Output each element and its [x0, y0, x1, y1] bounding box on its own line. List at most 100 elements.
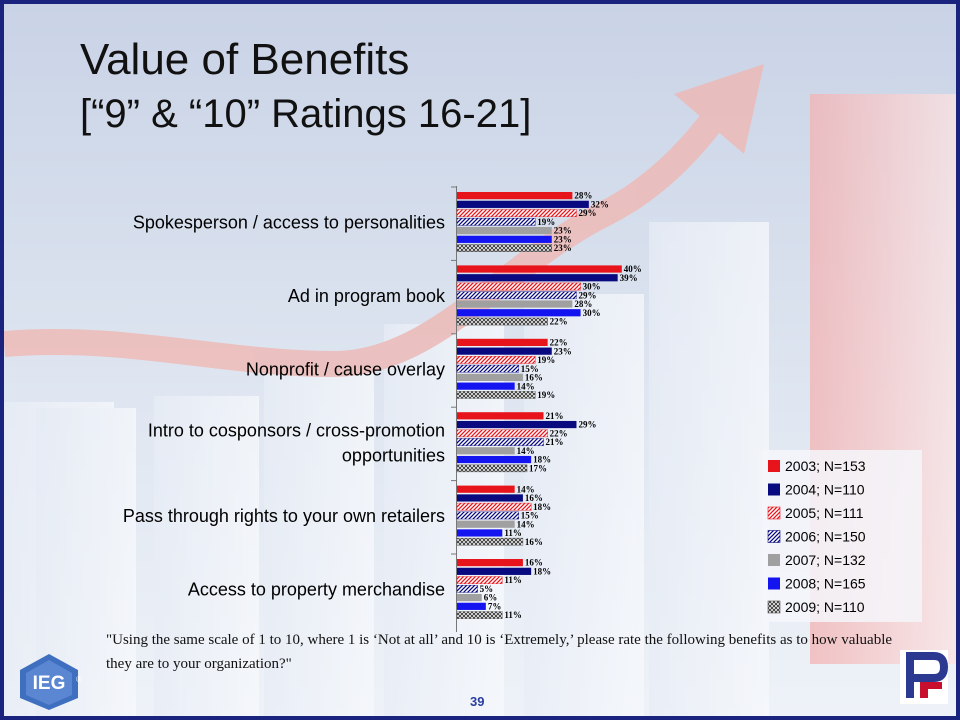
data-label: 23%	[554, 346, 572, 356]
bar	[456, 282, 581, 291]
bar	[457, 412, 544, 420]
slide-title: Value of Benefits	[80, 35, 410, 84]
bar	[457, 520, 515, 528]
ieg-logo-mark: ®	[76, 675, 82, 684]
data-label: 14%	[517, 484, 535, 494]
data-label: 15%	[521, 364, 539, 374]
legend-label: 2003; N=153	[785, 458, 866, 474]
data-label: 18%	[533, 502, 551, 512]
data-label: 17%	[529, 463, 547, 473]
bar	[456, 537, 524, 546]
legend-swatch	[768, 577, 780, 590]
legend-swatch	[768, 460, 780, 472]
data-label: 19%	[537, 217, 555, 227]
data-label: 14%	[517, 446, 535, 456]
bar	[457, 529, 503, 537]
data-label: 19%	[537, 355, 555, 365]
bar	[457, 373, 523, 381]
bar	[457, 347, 552, 355]
bar	[456, 209, 577, 217]
data-label: 40%	[624, 264, 642, 274]
bar	[457, 265, 622, 273]
legend-label: 2009; N=110	[785, 599, 865, 615]
bar	[457, 300, 573, 308]
bar	[457, 494, 523, 502]
bar	[457, 235, 552, 243]
bar	[457, 447, 515, 455]
bar	[456, 438, 544, 446]
data-label: 21%	[546, 437, 564, 447]
bar	[457, 192, 573, 200]
data-label: 14%	[517, 381, 535, 391]
data-label: 16%	[525, 558, 543, 568]
bar	[456, 317, 548, 326]
bar	[456, 502, 532, 511]
bar	[457, 274, 618, 282]
category-label: Ad in program book	[288, 286, 446, 306]
data-label: 11%	[504, 610, 522, 620]
legend-swatch	[767, 600, 781, 614]
data-label: 23%	[554, 243, 572, 253]
bar	[457, 382, 515, 390]
bar	[457, 559, 523, 567]
survey-question: "Using the same scale of 1 to 10, where …	[106, 632, 893, 672]
data-label: 14%	[517, 519, 535, 529]
data-label: 28%	[574, 191, 592, 201]
bar	[457, 594, 482, 602]
page-number: 39	[470, 694, 485, 709]
data-label: 30%	[583, 308, 601, 318]
data-label: 11%	[504, 528, 522, 538]
bar	[457, 338, 548, 346]
data-label: 16%	[525, 493, 543, 503]
bar	[457, 227, 552, 235]
legend-swatch	[767, 530, 781, 543]
bar	[456, 391, 536, 399]
data-label: 28%	[574, 299, 592, 309]
bar	[457, 567, 532, 575]
category-label: Intro to cosponsors / cross-promotion	[148, 420, 445, 440]
bar	[456, 585, 478, 593]
bar	[456, 611, 503, 619]
bar-chart: Spokesperson / access to personalities 28…	[123, 186, 922, 632]
data-label: 5%	[480, 584, 494, 594]
category-label: Nonprofit / cause overlay	[246, 359, 445, 379]
bar	[456, 429, 548, 438]
legend-label: 2004; N=110	[785, 482, 865, 498]
legend-swatch	[768, 554, 780, 566]
ieg-logo: IEG ®	[20, 654, 82, 710]
legend-label: 2007; N=132	[785, 552, 866, 568]
bar	[456, 464, 528, 473]
data-label: 29%	[578, 208, 596, 218]
legend-swatch	[767, 506, 781, 520]
bar	[456, 511, 519, 520]
legend-label: 2005; N=111	[785, 505, 864, 521]
slide: Value of Benefits [“9” & “10” Ratings 16…	[4, 4, 956, 716]
bar	[457, 485, 515, 493]
bar	[456, 291, 577, 300]
data-label: 19%	[537, 390, 555, 400]
bar	[456, 244, 552, 252]
data-label: 18%	[533, 455, 551, 465]
category-label: Pass through rights to your own retailer…	[123, 506, 445, 526]
data-label: 29%	[578, 290, 596, 300]
bar	[457, 420, 577, 429]
data-label: 11%	[504, 575, 522, 585]
data-label: 23%	[554, 234, 572, 244]
data-label: 16%	[525, 537, 543, 547]
ieg-logo-text: IEG	[33, 673, 66, 694]
data-label: 21%	[546, 411, 564, 421]
legend-label: 2008; N=165	[785, 576, 866, 592]
category-label: Spokesperson / access to personalities	[133, 213, 445, 233]
category-label: opportunities	[342, 445, 445, 465]
bar	[457, 200, 589, 208]
data-label: 22%	[550, 338, 568, 348]
data-label: 16%	[525, 373, 543, 383]
data-label: 23%	[554, 226, 572, 236]
data-label: 32%	[591, 199, 609, 209]
bar	[456, 218, 536, 226]
bar	[457, 455, 532, 464]
bar	[456, 364, 519, 373]
data-label: 22%	[550, 428, 568, 438]
bar	[456, 356, 536, 364]
bar	[457, 309, 581, 317]
